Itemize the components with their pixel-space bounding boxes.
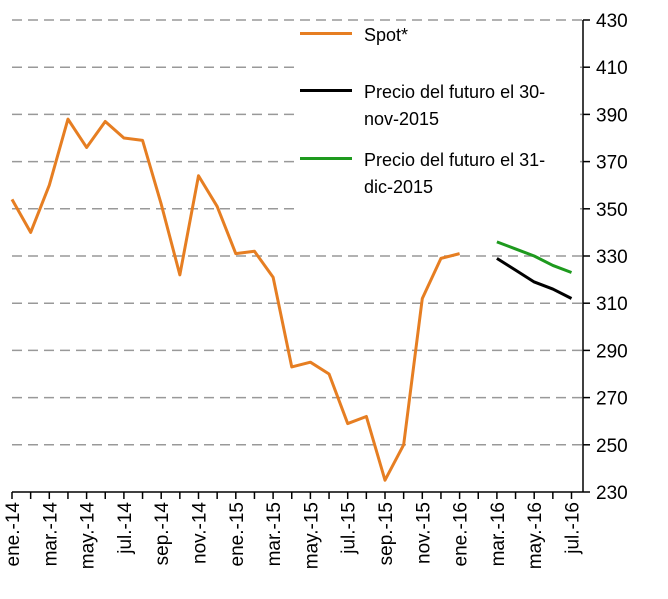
legend-label: Precio del futuro el 30-nov-2015	[364, 82, 546, 129]
legend: Spot* Precio del futuro el 30-nov-2015 Pre…	[300, 22, 580, 215]
x-tick-label: jul.-14	[115, 502, 136, 555]
x-tick-label: sep.-15	[376, 502, 397, 565]
x-tick-label: jul.-16	[563, 502, 584, 555]
x-tick-label: ene.-16	[451, 502, 472, 566]
y-tick-label: 230	[596, 483, 628, 504]
x-tick-label: nov.-15	[413, 502, 434, 564]
y-tick-label: 290	[596, 341, 628, 362]
legend-item: Spot*	[300, 22, 580, 49]
y-tick-label: 350	[596, 200, 628, 221]
legend-swatch	[300, 157, 352, 160]
y-tick-label: 370	[596, 153, 628, 174]
legend-swatch	[300, 32, 352, 35]
series-line	[10, 117, 460, 482]
legend-item: Precio del futuro el 30-nov-2015	[300, 79, 580, 133]
x-tick-label: may.-16	[525, 502, 546, 569]
series-line	[496, 257, 573, 300]
x-tick-label: mar.-14	[40, 502, 61, 567]
x-tick-label: mar.-15	[264, 502, 285, 566]
y-tick-label: 410	[596, 58, 628, 79]
y-tick-label: 390	[596, 105, 628, 126]
legend-swatch	[300, 89, 352, 92]
series-line	[496, 240, 573, 274]
x-tick-label: nov.-14	[190, 502, 211, 564]
x-tick-label: mar.-16	[488, 502, 509, 566]
y-tick-label: 250	[596, 436, 628, 457]
x-tick-label: ene.-14	[3, 502, 24, 567]
x-tick-label: jul.-15	[339, 502, 360, 555]
x-tick-label: sep.-14	[152, 502, 173, 566]
x-tick-label: may.-14	[78, 502, 99, 570]
legend-item: Precio del futuro el 31-dic-2015	[300, 147, 580, 201]
y-tick-label: 270	[596, 389, 628, 410]
x-tick-label: ene.-15	[227, 502, 248, 566]
y-tick-label: 310	[596, 294, 628, 315]
y-tick-label: 430	[596, 11, 628, 32]
y-tick-label: 330	[596, 247, 628, 268]
legend-label: Precio del futuro el 31-dic-2015	[364, 150, 546, 197]
legend-label: Spot*	[364, 25, 409, 45]
x-tick-label: may.-15	[301, 502, 322, 569]
